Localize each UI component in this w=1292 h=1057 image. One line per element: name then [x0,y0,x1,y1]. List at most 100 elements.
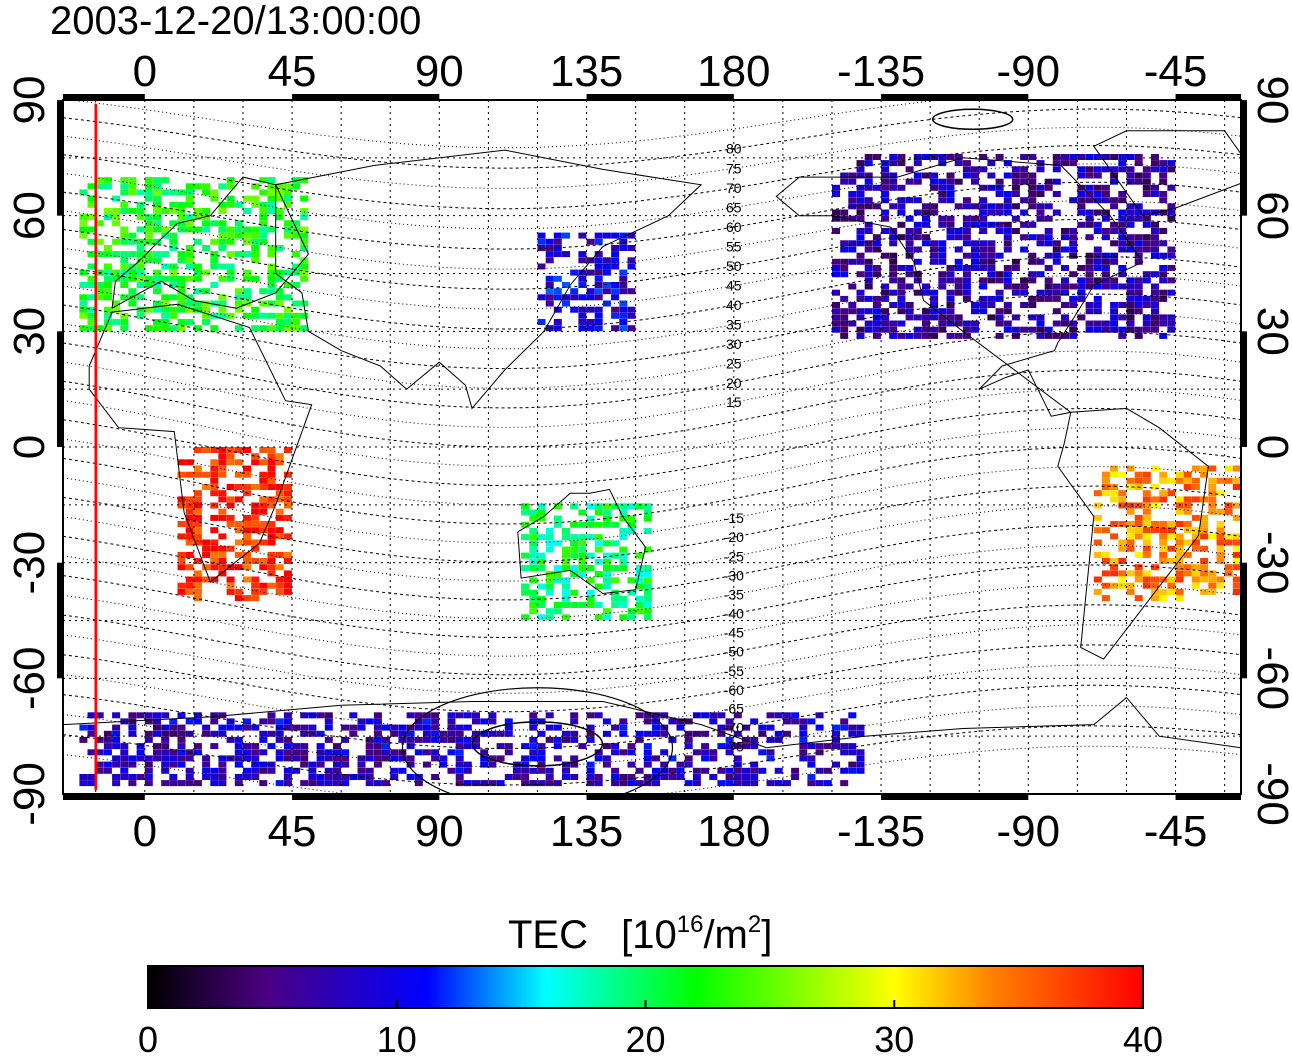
frame-bar-bottom [292,794,440,800]
tec-cell [1191,539,1200,546]
tec-cell [586,238,595,245]
tec-cell [553,743,562,750]
tec-cell [382,755,390,762]
maglat-contour [63,407,1241,487]
tec-cell [586,319,595,325]
tec-cell [1028,258,1037,265]
tec-cell [1118,154,1127,160]
tec-cell [1175,521,1184,527]
tec-cell [619,614,628,621]
tec-cell [161,761,170,768]
tec-cell [463,743,472,750]
tec-cell [946,172,955,179]
tec-cell [1142,514,1151,521]
tec-cell [619,245,628,251]
tec-cell [635,767,644,774]
tec-cell [292,749,301,756]
tec-cell [1167,203,1176,210]
tec-cell [1232,465,1241,472]
tec-cell [643,571,652,578]
tec-cell [259,459,268,466]
tec-cell [1011,258,1020,265]
tec-cell [840,209,849,216]
tec-cell [856,767,865,774]
tec-cell [504,749,513,756]
tec-cell [455,755,464,762]
tec-cell [128,269,137,276]
tec-cell [586,565,595,571]
tec-cell [1142,234,1151,241]
tec-cell [856,234,865,241]
tec-cell [1093,308,1102,315]
tec-cell [897,184,906,191]
tec-cell [112,220,121,227]
tec-cell [144,774,153,780]
tec-cell [627,232,636,239]
tec-cell [177,459,186,466]
tec-cell [611,245,620,251]
tec-cell [774,780,783,787]
tec-cell [864,326,873,333]
tec-cell [815,780,824,787]
tec-cell [717,730,726,737]
tec-cell [840,295,849,302]
tec-cell [243,718,251,725]
tec-cell [1175,588,1184,595]
tec-cell [521,565,530,571]
tec-cell [455,724,464,731]
tec-cell [1175,533,1184,540]
maglat-label: -30 [724,567,744,583]
tec-cell [586,589,595,596]
tec-cell [1028,302,1037,308]
tec-cell [832,326,840,333]
tec-cell [562,528,570,534]
tec-cell [177,300,186,307]
tec-cell [881,326,890,333]
tec-cell [185,767,194,774]
tec-cell [193,447,202,453]
tec-cell [521,534,530,541]
tec-cell [1085,234,1094,241]
tec-cell [1126,502,1135,509]
tec-cell [1077,197,1086,204]
tec-cell [144,189,153,196]
lat-tick-label-right: -90 [1248,762,1292,826]
tec-cell [480,749,489,756]
tec-cell [537,749,546,756]
tec-cell [946,215,955,222]
tec-cell [938,197,947,204]
tec-cell [218,712,227,719]
tec-cell [267,245,276,251]
tec-cell [333,755,341,762]
tec-cell [161,712,170,719]
tec-cell [848,215,857,222]
tec-cell [243,724,251,731]
tec-cell [283,496,292,503]
tec-cell [161,208,170,214]
tec-cell [529,608,538,615]
tec-cell [1101,570,1110,577]
tec-cell [1101,595,1110,602]
tec-cell [177,755,186,762]
tec-cell [243,767,251,774]
tec-cell [553,275,562,282]
tec-cell [406,712,415,719]
tec-cell [872,302,881,308]
tec-cell [128,183,137,190]
tec-cell [202,576,211,583]
tec-cell [1175,508,1184,515]
tec-cell [275,453,284,460]
tec-cell [562,767,570,774]
tec-cell [292,724,301,731]
tec-cell [193,582,202,589]
tec-cell [349,724,358,731]
tec-cell [1003,277,1012,284]
tec-cell [79,325,88,332]
tec-cell [1061,332,1069,339]
tec-cell [153,238,161,245]
tec-cell [905,271,914,278]
tec-cell [979,154,988,160]
tec-cell [946,184,955,191]
tec-cell [1101,551,1110,558]
tec-cell [202,539,211,546]
